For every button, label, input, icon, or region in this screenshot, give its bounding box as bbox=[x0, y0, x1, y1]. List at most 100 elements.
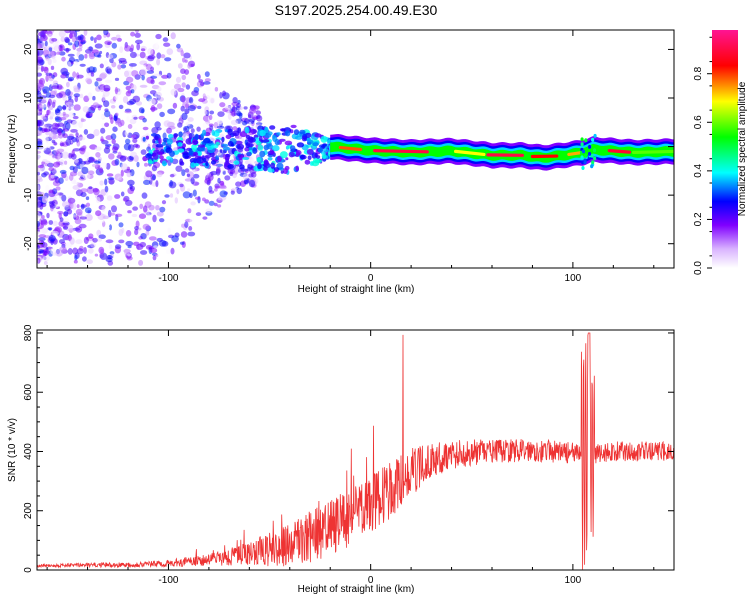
spectrogram-cell bbox=[62, 95, 68, 101]
spectrogram-cell bbox=[48, 227, 52, 231]
spectrogram-cell bbox=[86, 259, 93, 265]
spectrogram-cell bbox=[159, 111, 165, 118]
spectrogram-cell bbox=[130, 44, 134, 51]
spectrogram-cell bbox=[118, 57, 127, 63]
spectrogram-cell bbox=[43, 206, 49, 212]
spectrogram-cell bbox=[51, 153, 56, 159]
spectrogram-cell bbox=[64, 235, 73, 241]
spectrogram-cell bbox=[48, 94, 56, 99]
spectrogram-cell bbox=[131, 213, 138, 218]
spectrogram-cell bbox=[166, 127, 173, 134]
spectrogram-cell bbox=[48, 105, 54, 111]
spectrogram-cell bbox=[115, 112, 119, 117]
spectrogram-cell bbox=[38, 144, 47, 151]
spectrogram-cell bbox=[215, 141, 220, 146]
spectrogram-cell bbox=[99, 86, 105, 93]
spectrogram-cell bbox=[95, 210, 102, 217]
snr-xtick-label: 0 bbox=[368, 575, 374, 586]
spectrogram-cell bbox=[204, 78, 211, 82]
spectrogram-cell bbox=[72, 115, 79, 120]
spectrogram-cell bbox=[67, 248, 73, 255]
spectrogram-cell bbox=[48, 50, 55, 58]
spectrogram-cell bbox=[181, 112, 188, 121]
spectrogram-cell bbox=[197, 105, 202, 110]
spectrogram-cell bbox=[86, 133, 95, 139]
spectrogram-cell bbox=[139, 84, 148, 88]
spectrogram-cell bbox=[79, 34, 84, 41]
spectrogram-cell bbox=[97, 156, 103, 162]
spectrogram-cell bbox=[202, 122, 211, 129]
spectrogram-cell bbox=[155, 180, 159, 188]
spectrogram-cell bbox=[154, 91, 162, 98]
spectrogram-cell bbox=[142, 117, 147, 123]
spectrogram-cell bbox=[92, 237, 98, 243]
spectrogram-cell bbox=[311, 160, 320, 167]
spectrogram-marks bbox=[37, 30, 674, 266]
spectrogram-cell bbox=[84, 53, 88, 59]
spectrogram-cell bbox=[184, 127, 188, 131]
spectrogram-cell bbox=[214, 185, 221, 189]
spectrogram-cell bbox=[103, 87, 111, 92]
spectrogram-ytick-label: -20 bbox=[23, 236, 34, 251]
spectrogram-cell bbox=[187, 63, 192, 69]
spectrogram-cell bbox=[146, 214, 153, 222]
spectrogram-cell bbox=[154, 121, 161, 129]
spectrogram-cell bbox=[269, 125, 276, 130]
spectrogram-cell bbox=[270, 162, 276, 169]
spectrogram-cell bbox=[184, 221, 189, 228]
spectrogram-cell bbox=[202, 129, 207, 136]
spectrogram-cell bbox=[248, 146, 253, 150]
colorbar-tick-label: 0.2 bbox=[693, 212, 704, 226]
spectrogram-cell bbox=[222, 146, 230, 151]
spectrogram-cell bbox=[182, 57, 186, 63]
spectrogram-cell bbox=[173, 133, 177, 139]
spectrogram-cell bbox=[68, 95, 72, 100]
spectrogram-cell bbox=[243, 106, 248, 110]
spectrogram-cell bbox=[588, 144, 592, 149]
spectrogram-cell bbox=[51, 38, 58, 42]
spectrogram-cell bbox=[125, 138, 131, 145]
spectrogram-cell bbox=[216, 120, 223, 124]
spectrogram-cell bbox=[120, 191, 125, 197]
spectrogram-cell bbox=[48, 47, 53, 52]
spectrogram-cell bbox=[111, 42, 118, 49]
spectrogram-cell bbox=[213, 202, 218, 207]
spectrogram-cell bbox=[218, 184, 227, 189]
spectrogram-cell bbox=[197, 146, 205, 152]
spectrogram-cell bbox=[69, 31, 77, 38]
spectrogram-cell bbox=[321, 153, 327, 159]
spectrogram-cell bbox=[47, 34, 53, 38]
spectrogram-ridge-peak bbox=[607, 149, 632, 154]
spectrogram-cell bbox=[118, 222, 124, 228]
spectrogram-cell bbox=[170, 247, 175, 255]
spectrogram-cell bbox=[37, 130, 42, 136]
spectrogram-cell bbox=[252, 147, 258, 154]
spectrogram-cell bbox=[43, 171, 49, 176]
spectrogram-cell bbox=[83, 30, 88, 36]
spectrogram-cell bbox=[242, 120, 248, 126]
spectrogram-cell bbox=[58, 45, 63, 51]
spectrogram-cell bbox=[125, 199, 133, 206]
spectrogram-cell bbox=[129, 51, 137, 59]
spectrogram-cell bbox=[103, 100, 110, 108]
spectrogram-cell bbox=[104, 143, 112, 147]
spectrogram-cell bbox=[62, 225, 69, 230]
spectrogram-cell bbox=[306, 148, 314, 155]
spectrogram-cell bbox=[161, 240, 169, 247]
spectrogram-cell bbox=[114, 94, 119, 101]
spectrogram-cell bbox=[154, 253, 159, 258]
spectrogram-cell bbox=[52, 58, 57, 64]
spectrogram-cell bbox=[216, 166, 221, 174]
spectrogram-cell bbox=[66, 106, 70, 111]
spectrogram-cell bbox=[194, 196, 201, 200]
spectrogram-cell bbox=[43, 261, 48, 265]
spectrogram-cell bbox=[130, 31, 136, 37]
spectrogram-cell bbox=[148, 159, 153, 164]
spectrogram-cell bbox=[149, 90, 157, 95]
spectrogram-cell bbox=[232, 126, 238, 131]
spectrogram-cell bbox=[119, 155, 127, 162]
spectrogram-cell bbox=[134, 30, 140, 34]
spectrogram-cell bbox=[134, 226, 139, 231]
spectrogram-cell bbox=[124, 110, 132, 114]
